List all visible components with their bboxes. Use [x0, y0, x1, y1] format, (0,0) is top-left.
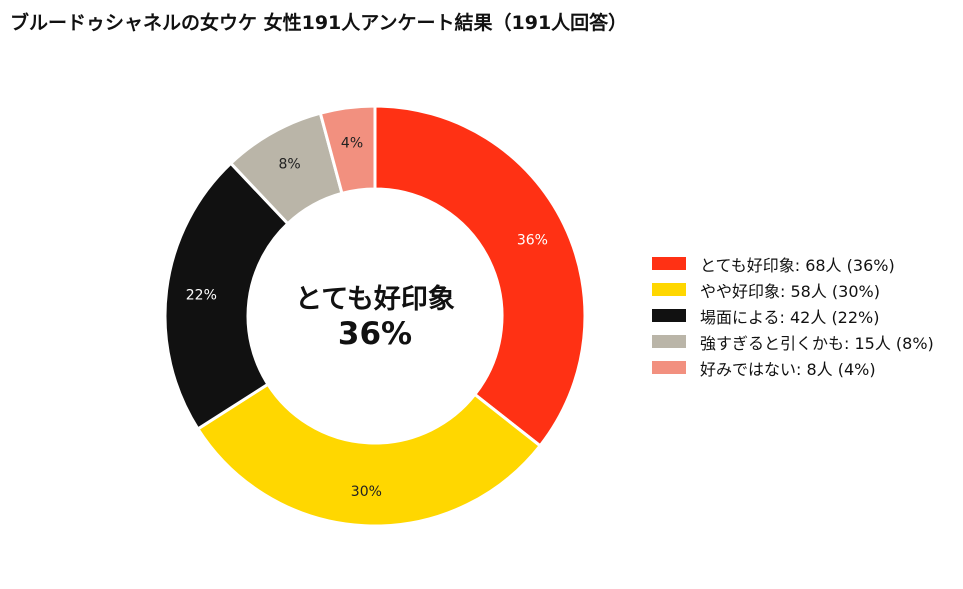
- chart-legend: とても好印象: 68人 (36%) やや好印象: 58人 (30%) 場面による: …: [652, 253, 934, 379]
- chart-title: ブルードゥシャネルの女ウケ 女性191人アンケート結果（191人回答）: [10, 12, 628, 34]
- slice-label-2: 22%: [186, 287, 217, 303]
- legend-label-0: とても好印象: 68人 (36%): [700, 255, 895, 275]
- slice-2: [163, 161, 290, 431]
- legend-item-2: 場面による: 42人 (22%): [652, 305, 934, 327]
- legend-item-3: 強すぎると引くかも: 15人 (8%): [652, 331, 934, 353]
- legend-item-1: やや好印象: 58人 (30%): [652, 279, 934, 301]
- legend-item-0: とても好印象: 68人 (36%): [652, 253, 934, 275]
- legend-swatch-2: [652, 309, 686, 322]
- legend-label-3: 強すぎると引くかも: 15人 (8%): [700, 333, 934, 353]
- center-percent: 36%: [338, 316, 412, 352]
- legend-swatch-3: [652, 335, 686, 348]
- legend-swatch-4: [652, 361, 686, 374]
- slice-labels: 36% 30% 22% 8% 4%: [186, 136, 548, 500]
- legend-label-2: 場面による: 42人 (22%): [700, 307, 880, 327]
- slice-label-4: 4%: [341, 136, 363, 152]
- slice-label-1: 30%: [351, 484, 382, 500]
- legend-swatch-1: [652, 283, 686, 296]
- legend-item-4: 好みではない: 8人 (4%): [652, 357, 934, 379]
- slice-label-3: 8%: [278, 156, 300, 172]
- slice-label-0: 36%: [517, 233, 548, 249]
- slice-1: [195, 382, 543, 528]
- center-label: とても好印象: [295, 283, 455, 315]
- legend-swatch-0: [652, 257, 686, 270]
- slice-0: [373, 104, 587, 448]
- donut-slices: [163, 104, 587, 528]
- legend-label-1: やや好印象: 58人 (30%): [700, 281, 880, 301]
- legend-label-4: 好みではない: 8人 (4%): [700, 359, 876, 379]
- slice-4: [318, 104, 377, 196]
